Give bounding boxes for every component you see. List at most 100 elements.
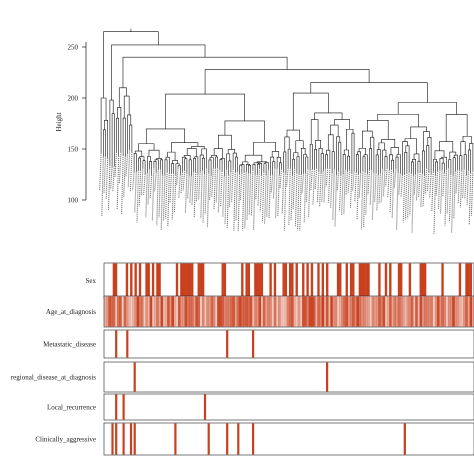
leaf-label-mark	[127, 149, 131, 188]
leaf-label-mark	[184, 173, 188, 213]
track-cell	[310, 263, 314, 298]
dendrogram-link	[224, 120, 265, 143]
dendrogram-link	[118, 87, 127, 108]
track-cell	[395, 296, 399, 327]
dendrogram-link	[336, 136, 341, 175]
leaf-label-mark	[222, 175, 225, 217]
dendrogram-link	[286, 129, 300, 141]
leaf-label-mark	[429, 173, 432, 199]
dendrogram-link	[309, 143, 313, 170]
dendrogram-link	[292, 92, 329, 131]
dendrogram-tree	[100, 28, 474, 176]
leaf-label-mark	[180, 171, 184, 194]
track-cell	[223, 263, 227, 298]
dendrogram-link	[292, 158, 295, 175]
track-cell	[336, 296, 340, 327]
track-cell	[199, 263, 203, 298]
track-cell	[136, 296, 140, 327]
leaf-label-mark	[237, 173, 241, 232]
dendrogram-link	[109, 99, 114, 165]
track-cell	[207, 423, 210, 455]
track-cell	[426, 296, 429, 327]
dendrogram-link	[253, 141, 276, 156]
dendrogram-link	[257, 163, 260, 174]
leaf-label-mark	[283, 173, 287, 231]
dendrogram-link	[193, 158, 196, 172]
track-cell	[339, 263, 342, 298]
track-cell	[258, 263, 261, 298]
track-cell	[260, 296, 264, 327]
leaf-label-mark	[129, 151, 133, 192]
track-cell	[454, 296, 457, 327]
track-cell	[125, 296, 129, 327]
track-cell	[308, 296, 312, 327]
track-cell	[184, 263, 187, 298]
dendrogram-link	[402, 141, 408, 175]
leaf-label-mark	[290, 174, 294, 221]
track-cell	[256, 263, 259, 298]
leaf-label-mark	[347, 169, 351, 193]
track-cell	[321, 263, 325, 298]
track-cell	[306, 263, 309, 298]
dendrogram-link	[184, 158, 188, 174]
track-cell	[252, 423, 255, 455]
leaf-label-mark	[297, 173, 300, 231]
leaf-label-mark	[418, 171, 421, 197]
leaf-label-mark	[169, 173, 173, 203]
track-cell	[199, 296, 203, 327]
leaf-label-mark	[143, 174, 146, 195]
track-cell	[352, 296, 355, 327]
leaf-label-mark	[294, 172, 298, 227]
track-cell	[297, 296, 301, 327]
dendrogram-link	[326, 149, 331, 169]
track-cell	[147, 263, 150, 298]
track-cell	[112, 263, 116, 298]
leaf-label-mark	[411, 175, 415, 233]
leaf-label-mark	[453, 171, 456, 219]
track-cell	[130, 263, 133, 298]
dendrogram-link	[171, 163, 174, 174]
track-label: Local_recurrence	[47, 404, 96, 412]
dendrogram-link	[417, 160, 421, 173]
leaf-label-mark	[402, 173, 406, 223]
dendrogram-link	[343, 149, 349, 157]
track-cell	[406, 296, 410, 327]
track-cell	[289, 263, 292, 298]
dendrogram-link	[111, 44, 206, 101]
leaf-label-mark	[99, 152, 102, 191]
leaf-label-mark	[156, 169, 159, 226]
dendrogram-link	[145, 128, 185, 144]
track-cell	[265, 296, 268, 327]
track-cell	[437, 296, 440, 327]
track-cell	[195, 296, 198, 327]
leaf-label-mark	[239, 172, 243, 201]
track-frame	[103, 422, 474, 456]
dendrogram-link	[346, 128, 354, 151]
dendrogram-link	[227, 149, 236, 154]
track-cell	[295, 263, 298, 298]
dendrogram-link	[452, 157, 456, 176]
track-cell	[403, 423, 406, 455]
leaf-label-mark	[292, 167, 296, 209]
leaf-label-mark	[286, 168, 289, 187]
track-cell	[204, 296, 207, 327]
dendrogram-link	[296, 156, 300, 174]
leaf-label-mark	[301, 173, 305, 194]
leaf-label-mark	[310, 168, 313, 191]
track-cell	[378, 296, 381, 327]
track-cell	[376, 296, 379, 327]
leaf-label-mark	[231, 168, 234, 202]
track-cell	[238, 296, 242, 327]
dendrogram-link	[204, 69, 370, 95]
leaf-label-mark	[323, 168, 327, 203]
dendrogram-link	[347, 155, 350, 172]
dendrogram-link	[111, 113, 115, 167]
leaf-label-mark	[268, 174, 272, 219]
dendrogram-link	[154, 159, 159, 170]
leaf-label-mark	[466, 170, 470, 206]
track-cell	[236, 296, 240, 327]
leaf-label-mark	[437, 169, 441, 210]
track-frame	[103, 393, 474, 421]
track-local-recurrence: Local_recurrence	[47, 393, 474, 421]
leaf-label-mark	[176, 167, 179, 186]
